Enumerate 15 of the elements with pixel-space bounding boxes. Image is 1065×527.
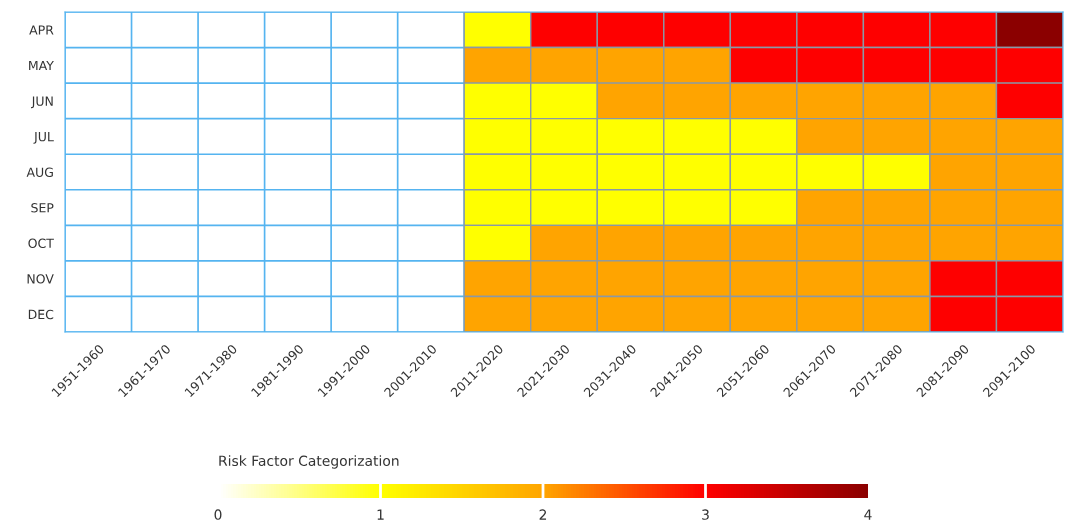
color-bar-title: Risk Factor Categorization [219, 455, 399, 469]
color-bar-label: 2 [539, 509, 547, 520]
y-tick-label: APR [29, 25, 54, 35]
y-tick-label: OCT [28, 238, 54, 249]
color-bar-label: 1 [377, 509, 384, 520]
color-bar-label: 0 [214, 509, 222, 520]
color-bar-label: 3 [702, 509, 709, 520]
y-tick-label: DEC [28, 309, 54, 320]
y-tick-label: MAY [29, 60, 54, 71]
y-tick-label: AUG [26, 167, 53, 177]
y-tick-label: NOV [27, 274, 54, 284]
y-tick-label: SEP [31, 203, 54, 213]
y-tick-label: JUL [33, 132, 54, 144]
y-tick-label: JUN [31, 96, 53, 109]
color-bar-label: 4 [864, 509, 872, 520]
